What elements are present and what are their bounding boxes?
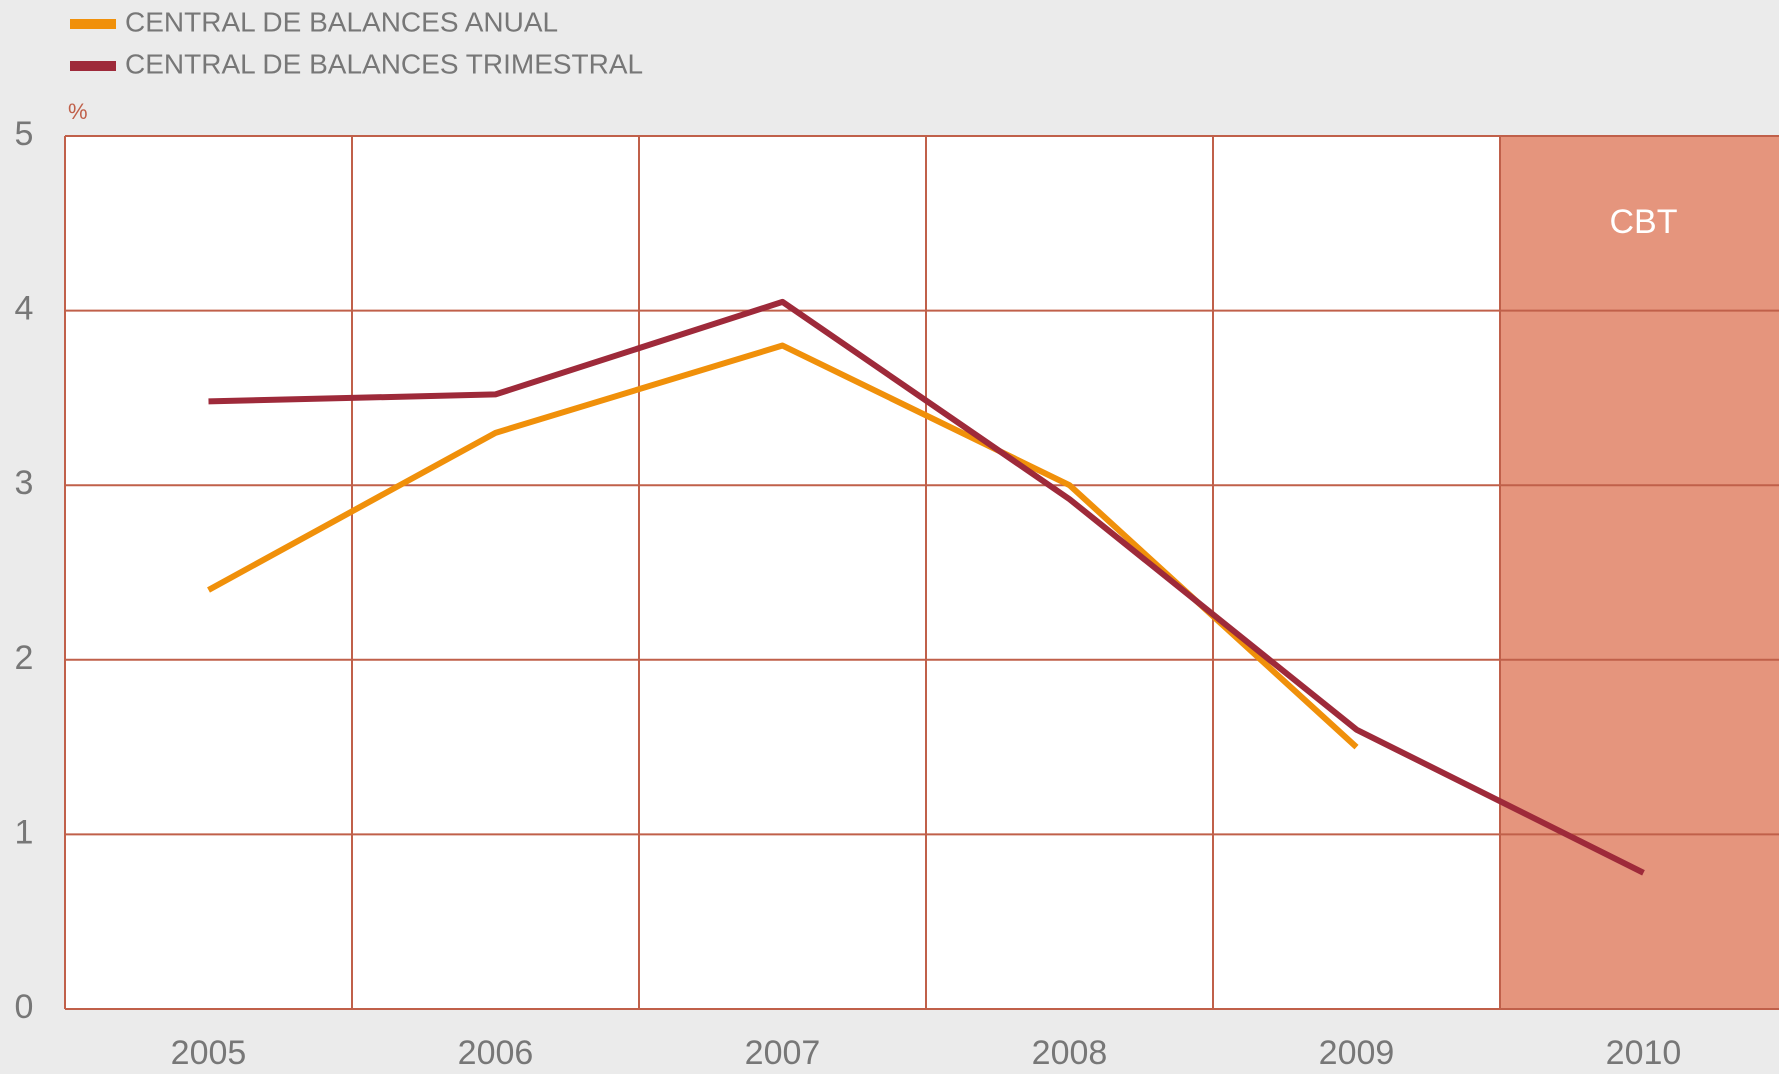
- legend-swatch: [70, 19, 116, 29]
- shaded-label: CBT: [1610, 203, 1678, 241]
- y-tick-label: 5: [15, 115, 34, 153]
- y-tick-label: 2: [15, 639, 34, 677]
- y-tick-label: 0: [15, 988, 34, 1026]
- x-tick-label: 2009: [1319, 1034, 1395, 1072]
- x-tick-label: 2008: [1032, 1034, 1108, 1072]
- x-tick-label: 2010: [1606, 1034, 1682, 1072]
- x-tick-label: 2006: [458, 1034, 534, 1072]
- x-tick-label: 2007: [745, 1034, 821, 1072]
- y-tick-label: 3: [15, 464, 34, 502]
- series-line: [208, 298, 1645, 876]
- x-tick-label: 2005: [171, 1034, 247, 1072]
- shaded-region: [1500, 136, 1779, 1009]
- legend-label: CENTRAL DE BALANCES TRIMESTRAL: [125, 48, 643, 79]
- y-tick-label: 4: [15, 290, 34, 328]
- plot-area: [65, 136, 1779, 1009]
- legend-swatch: [70, 61, 116, 71]
- legend-label: CENTRAL DE BALANCES ANUAL: [125, 6, 558, 37]
- y-unit: %: [68, 99, 88, 124]
- y-tick-label: 1: [15, 813, 34, 851]
